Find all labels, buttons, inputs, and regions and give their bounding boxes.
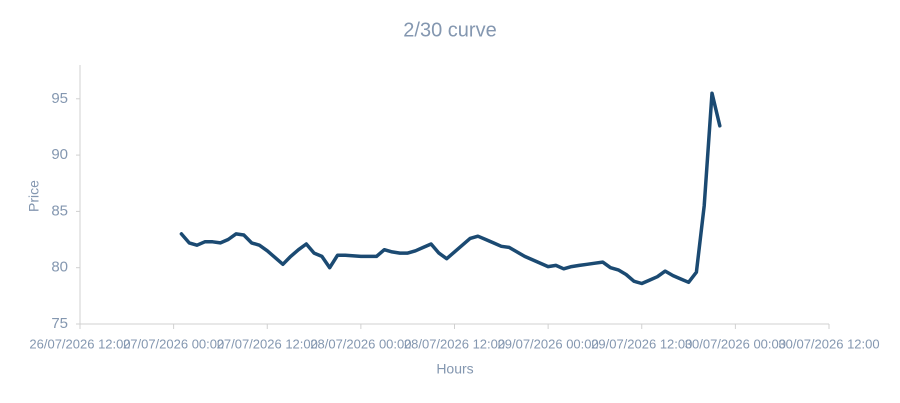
x-tick-label: 27/07/2026 00:00 bbox=[123, 336, 224, 351]
y-tick-label: 75 bbox=[51, 315, 68, 332]
y-tick-label: 95 bbox=[51, 90, 68, 107]
y-tick-label: 80 bbox=[51, 259, 68, 276]
x-tick-label: 26/07/2026 12:00 bbox=[29, 336, 130, 351]
x-tick-label: 29/07/2026 12:00 bbox=[591, 336, 692, 351]
y-tick-label: 85 bbox=[51, 202, 68, 219]
x-tick-label: 30/07/2026 12:00 bbox=[778, 336, 879, 351]
x-tick-label: 29/07/2026 00:00 bbox=[498, 336, 599, 351]
x-tick-label: 30/07/2026 00:00 bbox=[685, 336, 786, 351]
x-axis-title: Hours bbox=[436, 361, 473, 377]
x-tick-label: 28/07/2026 12:00 bbox=[404, 336, 505, 351]
x-tick-label: 28/07/2026 00:00 bbox=[310, 336, 411, 351]
y-tick-label: 90 bbox=[51, 146, 68, 163]
x-tick-label: 27/07/2026 12:00 bbox=[217, 336, 318, 351]
chart-title: 2/30 curve bbox=[403, 19, 496, 41]
y-axis-title: Price bbox=[26, 180, 42, 212]
series-line bbox=[179, 91, 722, 286]
